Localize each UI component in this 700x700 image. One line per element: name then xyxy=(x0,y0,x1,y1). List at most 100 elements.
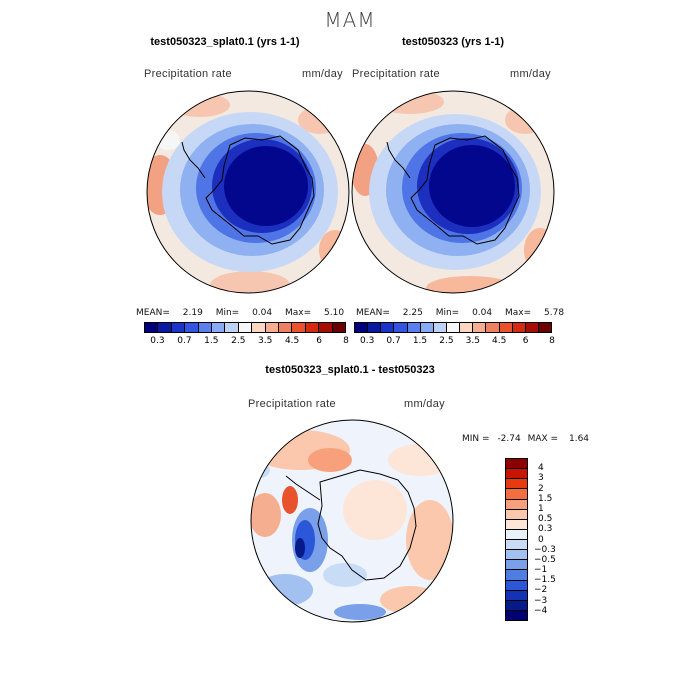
colorbar-swatch xyxy=(525,323,539,332)
colorbar-tick-label: −1.5 xyxy=(534,575,556,586)
panel2-antarctica-coastline xyxy=(410,135,520,245)
colorbar-tick-label: 4 xyxy=(538,463,544,474)
colorbar-swatch xyxy=(506,459,527,470)
colorbar-tick-label: 1.5 xyxy=(538,493,553,504)
panel3-units: mm/day xyxy=(404,398,445,410)
colorbar-swatch xyxy=(198,323,213,332)
colorbar-swatch xyxy=(355,323,369,332)
panel1-peninsula-coastline xyxy=(181,141,206,179)
colorbar-tick-label: 1.5 xyxy=(412,336,428,346)
colorbar-tick-label: 0.7 xyxy=(177,336,192,346)
colorbar-swatch xyxy=(473,323,487,332)
panel2-stats: MEAN= 2.25 Min= 0.04 Max= 5.78 xyxy=(356,308,564,318)
panel1-mean-value: 2.19 xyxy=(182,308,203,318)
colorbar-swatch xyxy=(225,323,239,332)
colorbar-swatch xyxy=(319,323,333,332)
colorbar-tick-label: 3.5 xyxy=(465,336,480,346)
colorbar-swatch xyxy=(506,529,527,540)
colorbar-swatch xyxy=(512,323,526,332)
colorbar-tick-label: 3.5 xyxy=(258,336,273,346)
panel1-antarctica-coastline xyxy=(205,135,315,245)
colorbar-tick-label: 4.5 xyxy=(284,336,300,346)
colorbar-tick-label: 4.5 xyxy=(492,336,507,346)
colorbar-swatch xyxy=(252,323,266,332)
colorbar-swatch xyxy=(499,323,513,332)
colorbar-tick-label: 6 xyxy=(522,336,529,346)
panel2-variable-label: Precipitation rate xyxy=(352,68,440,80)
colorbar-swatch xyxy=(292,323,306,332)
panel2-peninsula-coastline xyxy=(386,141,411,179)
panel2-min-label: Min= xyxy=(435,308,460,318)
panel1-variable-label: Precipitation rate xyxy=(144,68,232,80)
colorbar-swatch xyxy=(420,323,434,332)
panel3-stats: MIN = -2.74 MAX = 1.64 xyxy=(462,434,589,444)
colorbar-swatch xyxy=(486,323,500,332)
colorbar-swatch xyxy=(506,540,527,551)
panel1-map-border xyxy=(146,90,350,294)
panel3-map-border xyxy=(250,419,454,623)
panel1-title: test050323_splat0.1 (yrs 1-1) xyxy=(150,36,300,48)
season-title: MAM xyxy=(324,8,376,32)
colorbar-tick-label: −4 xyxy=(534,605,548,616)
colorbar-swatch xyxy=(460,323,474,332)
panel2-colorbar xyxy=(354,322,552,333)
colorbar-swatch xyxy=(506,519,527,530)
panel2-max-value: 5.78 xyxy=(544,308,565,318)
panel1-colorbar-ticks: 0.3 0.7 1.5 2.5 3.5 4.5 6 8 xyxy=(144,336,349,348)
panel1-stats: MEAN= 2.19 Min= 0.04 Max= 5.10 xyxy=(136,308,344,318)
colorbar-swatch xyxy=(506,570,527,581)
panel3-min-label: MIN = xyxy=(462,434,490,444)
colorbar-swatch xyxy=(506,590,527,601)
colorbar-tick-label: 8 xyxy=(343,336,349,346)
colorbar-swatch xyxy=(506,479,527,490)
colorbar-tick-label: 6 xyxy=(316,336,322,346)
colorbar-swatch xyxy=(185,323,199,332)
panel1-colorbar xyxy=(144,322,346,333)
colorbar-swatch xyxy=(212,323,226,332)
panel3-peninsula-coastline xyxy=(285,475,321,501)
colorbar-tick-label: 0.3 xyxy=(150,336,165,346)
colorbar-swatch xyxy=(506,489,527,500)
colorbar-swatch xyxy=(145,323,159,332)
colorbar-tick-label: 1.5 xyxy=(204,336,219,346)
colorbar-tick-label: −0.5 xyxy=(534,554,556,565)
colorbar-swatch xyxy=(394,323,408,332)
panel3-max-value: 1.64 xyxy=(568,434,590,444)
colorbar-tick-label: 0.5 xyxy=(538,514,553,525)
colorbar-swatch xyxy=(446,323,461,332)
panel2-min-value: 0.04 xyxy=(472,308,493,318)
colorbar-swatch xyxy=(506,580,527,591)
panel1-max-label: Max= xyxy=(285,308,312,318)
colorbar-swatch xyxy=(506,499,527,510)
panel2-title: test050323 (yrs 1-1) xyxy=(401,36,505,48)
colorbar-swatch xyxy=(305,323,320,332)
colorbar-swatch xyxy=(368,323,382,332)
colorbar-swatch xyxy=(538,323,552,332)
panel1-band-core xyxy=(224,146,308,226)
panel2-mean-value: 2.25 xyxy=(402,308,423,318)
colorbar-swatch xyxy=(332,323,346,332)
colorbar-swatch xyxy=(265,323,280,332)
colorbar-swatch xyxy=(279,323,293,332)
panel2-units: mm/day xyxy=(510,68,551,80)
panel2-mean-label: MEAN= xyxy=(356,308,390,318)
panel3-antarctica-coastline xyxy=(317,469,417,581)
panel1-min-value: 0.04 xyxy=(252,308,273,318)
panel1-mean-label: MEAN= xyxy=(136,308,170,318)
colorbar-swatch xyxy=(407,323,421,332)
panel3-colorbar-ticks: 4 3 2 1.5 1 0.5 0.3 0 −0.3 −0.5 −1 −1.5 −2 −3 −4 xyxy=(534,458,576,621)
panel2-max-label: Max= xyxy=(505,308,532,318)
panel3-title: test050323_splat0.1 - test050323 xyxy=(265,364,435,376)
colorbar-swatch xyxy=(506,509,527,520)
colorbar-tick-label: −3 xyxy=(534,595,548,606)
panel3-colorbar xyxy=(505,458,528,621)
colorbar-swatch xyxy=(433,323,447,332)
colorbar-tick-label: 0.7 xyxy=(386,336,401,346)
panel3-max-label: MAX = xyxy=(527,434,559,444)
panel2-colorbar-ticks: 0.3 0.7 1.5 2.5 3.5 4.5 6 8 xyxy=(354,336,555,348)
colorbar-swatch xyxy=(506,600,527,611)
panel3-variable-label: Precipitation rate xyxy=(248,398,336,410)
colorbar-tick-label: 1 xyxy=(538,503,544,514)
